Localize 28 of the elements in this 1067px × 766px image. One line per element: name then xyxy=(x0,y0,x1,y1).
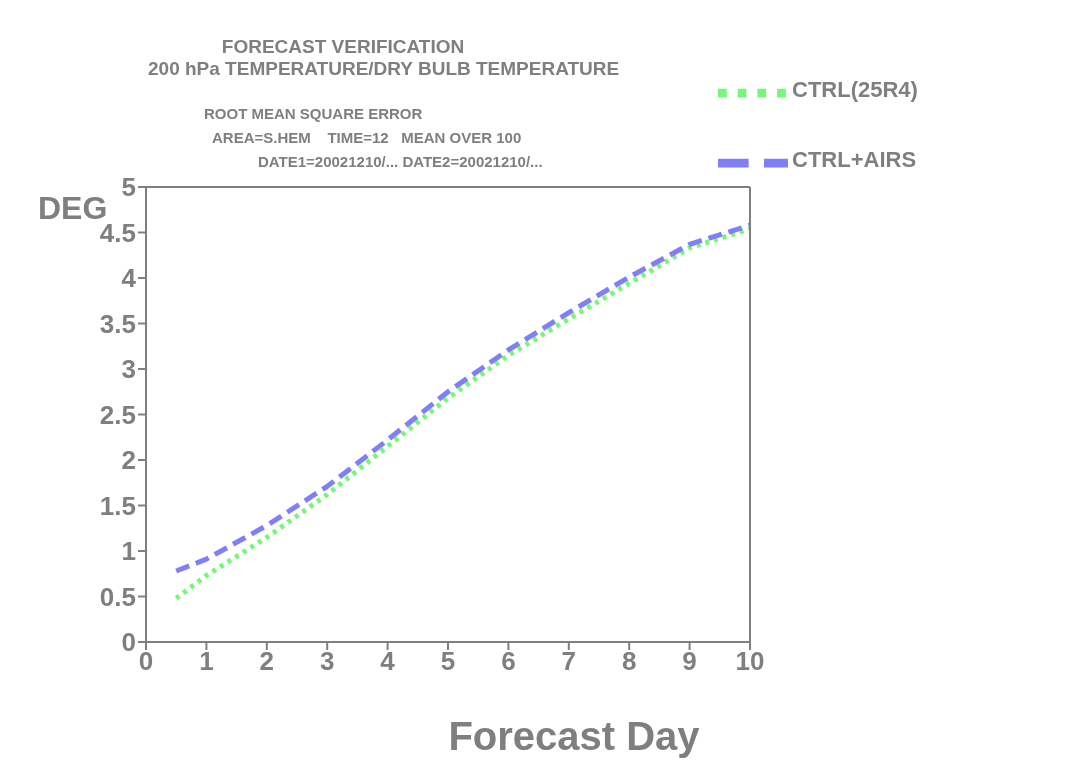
y-tick-label: 0 xyxy=(121,627,136,658)
x-tick-label: 7 xyxy=(561,646,577,677)
x-tick-label: 9 xyxy=(682,646,697,677)
x-tick-label: 3 xyxy=(319,646,335,677)
y-tick-label: 3.5 xyxy=(99,308,136,339)
y-tick-label: 4 xyxy=(121,263,137,294)
x-tick-label: 2 xyxy=(259,646,275,677)
y-tick-label: 0.5 xyxy=(99,581,136,612)
text: ROOT MEAN SQUARE ERROR xyxy=(204,105,423,122)
x-tick-label: 5 xyxy=(440,646,456,677)
y-tick-label: 1.5 xyxy=(99,490,136,521)
x-tick-label: 10 xyxy=(735,646,765,677)
x-axis-title: Forecast Day xyxy=(447,714,701,759)
text: DATE1=20021210/... DATE2=20021210/... xyxy=(258,153,543,170)
legend-label: CTRL+AIRS xyxy=(792,147,917,173)
x-tick-label: 4 xyxy=(380,646,396,677)
x-tick-label: 8 xyxy=(621,646,637,677)
chart-title: FORECAST VERIFICATION xyxy=(220,36,466,58)
y-tick-label: 2 xyxy=(121,445,136,476)
y-tick-label: 5 xyxy=(121,172,136,203)
x-tick-label: 1 xyxy=(199,646,214,677)
legend-label: CTRL(25R4) xyxy=(792,77,918,103)
y-tick-label: 2.5 xyxy=(99,399,136,430)
y-tick-label: 1 xyxy=(121,536,136,567)
y-tick-label: 3 xyxy=(121,354,136,385)
chart-subtitle: 200 hPa TEMPERATURE/DRY BULB TEMPERATURE xyxy=(148,58,621,80)
x-tick-label: 6 xyxy=(501,646,516,677)
text: AREA=S.HEM TIME=12 MEAN OVER 100 xyxy=(212,129,522,146)
